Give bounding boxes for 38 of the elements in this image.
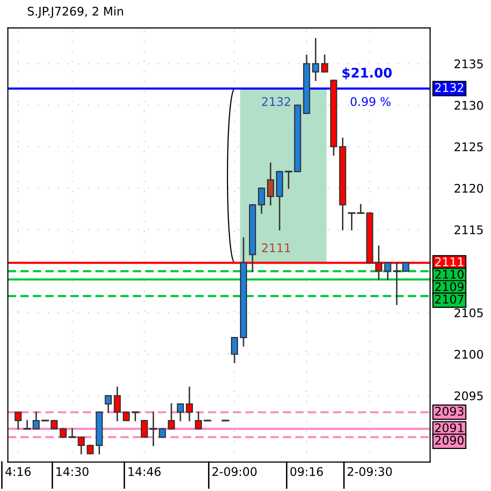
y-tick-label: 2135 bbox=[454, 59, 483, 68]
ref-line-label: 2107 bbox=[435, 294, 464, 304]
ref-line-label: 2109 bbox=[435, 282, 464, 292]
candlestick bbox=[186, 386, 193, 422]
y-tick-label: 2115 bbox=[454, 225, 483, 234]
x-tick-label: 14:30 bbox=[56, 467, 88, 476]
candlestick bbox=[230, 336, 238, 364]
candlestick bbox=[258, 187, 266, 214]
chart-title: S.JP.J7269, 2 Min bbox=[28, 6, 123, 18]
x-tick-label: 2-09:30 bbox=[348, 467, 392, 476]
annotation: 0.99 % bbox=[350, 97, 390, 106]
x-tick-label: 4:16 bbox=[5, 467, 31, 476]
candlestick bbox=[321, 54, 328, 73]
y-tick-label: 2105 bbox=[454, 308, 483, 318]
annotation: 2111 bbox=[262, 243, 290, 252]
candlestick bbox=[114, 386, 121, 422]
candlestick bbox=[312, 38, 320, 81]
ref-line-label: 2110 bbox=[435, 270, 464, 279]
y-tick-label: 2095 bbox=[454, 391, 483, 400]
annotation: 2132 bbox=[262, 97, 290, 106]
x-tick-label: 14:46 bbox=[128, 467, 161, 476]
x-tick-label: 09:16 bbox=[290, 467, 323, 476]
candlestick bbox=[176, 403, 184, 422]
ref-line-label: 2093 bbox=[435, 406, 464, 416]
candlestick bbox=[14, 412, 22, 430]
y-tick-label: 2125 bbox=[454, 142, 483, 152]
annotation: $21.00 bbox=[342, 68, 392, 80]
ref-line-label: 2132 bbox=[435, 83, 464, 92]
ref-line-label: 2091 bbox=[435, 423, 464, 432]
y-tick-label: 2100 bbox=[454, 350, 483, 359]
candlestick bbox=[267, 162, 274, 206]
y-tick-label: 2130 bbox=[454, 100, 483, 110]
candlestick bbox=[168, 403, 175, 430]
ref-line-label: 2111 bbox=[435, 257, 464, 266]
y-tick-label: 2120 bbox=[454, 184, 483, 193]
x-tick-label: 2-09:00 bbox=[212, 467, 257, 476]
ref-line-label: 2090 bbox=[435, 436, 464, 445]
candlestick bbox=[104, 394, 112, 413]
